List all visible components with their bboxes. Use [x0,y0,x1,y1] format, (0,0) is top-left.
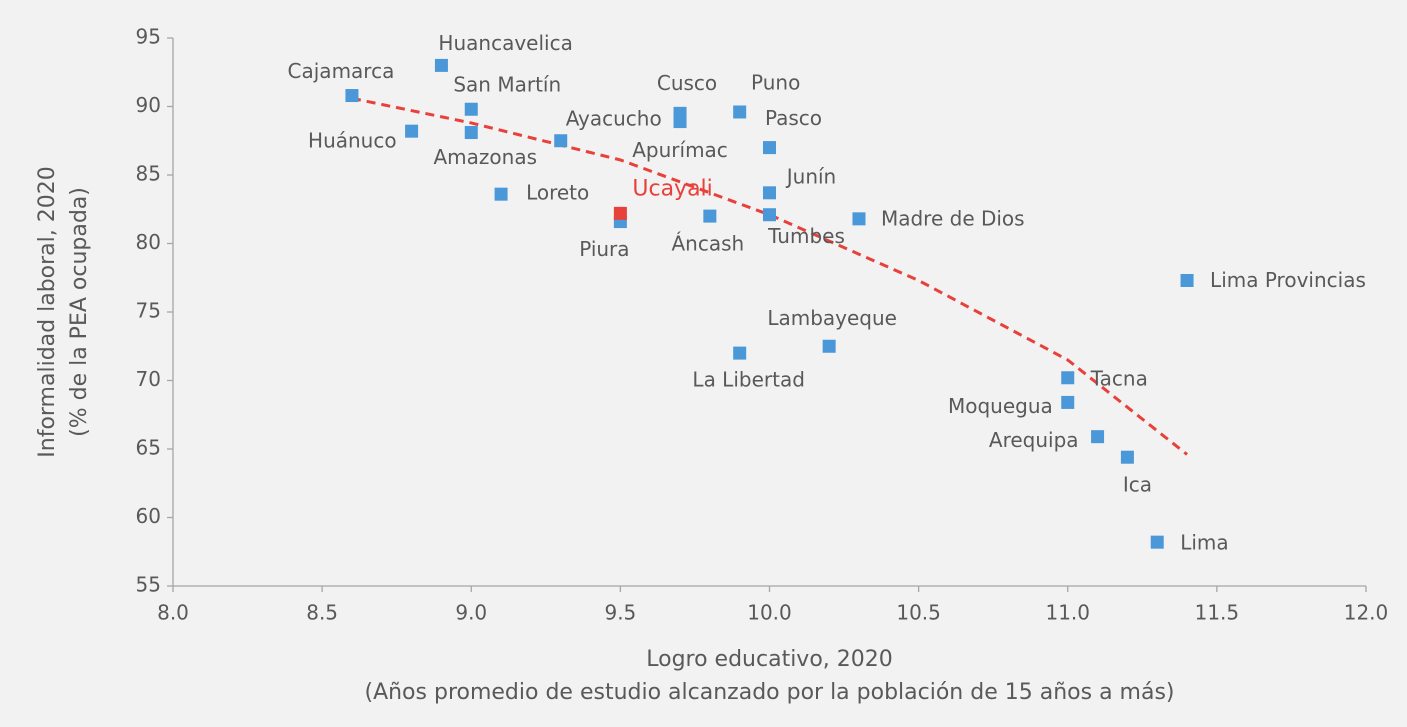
point [434,58,448,72]
point-label: Junín [785,164,836,188]
x-tick-label: 8.5 [306,601,338,625]
y-tick-label: 70 [136,367,161,391]
point [345,89,359,103]
x-tick-label: 8.0 [157,601,189,625]
y-tick-label: 80 [136,230,161,254]
point-label: Lima Provincias [1210,268,1366,292]
y-tick-label: 95 [136,25,161,49]
x-axis-title: Logro educativo, 2020 [646,647,893,672]
point [464,102,478,116]
point-label: Madre de Dios [881,206,1025,230]
y-tick-label: 60 [136,504,161,528]
y-tick-label: 90 [136,93,161,117]
y-axis-title: (% de la PEA ocupada) [67,187,92,437]
point-label: Lambayeque [767,306,897,330]
point-label: Lima [1180,531,1228,555]
point [763,141,776,155]
point-label: Piura [579,237,629,261]
x-tick-label: 12.0 [1344,601,1389,625]
y-tick-label: 55 [136,573,161,597]
point-label: Moquegua [948,394,1053,418]
x-tick-label: 11.5 [1195,601,1240,625]
point-label: Cusco [657,71,717,95]
x-tick-label: 11.0 [1045,601,1090,625]
point-label: Puno [751,70,800,94]
point [733,346,747,360]
y-axis-title: Informalidad laboral, 2020 [35,166,60,457]
point-label: Pasco [765,106,822,130]
y-tick-label: 65 [136,436,161,460]
x-axis-title: (Años promedio de estudio alcanzado por … [364,680,1174,705]
point-label: Tacna [1090,366,1148,390]
x-tick-label: 10.5 [896,601,941,625]
point-label: La Libertad [692,368,804,392]
point-label: Amazonas [433,145,537,169]
point [1180,273,1194,287]
point [763,186,776,200]
y-tick-label: 75 [136,299,161,323]
point-label: Apurímac [632,138,728,162]
point-label: Tumbes [767,224,845,248]
point [733,105,747,119]
point [673,115,687,129]
x-tick-label: 9.0 [455,601,487,625]
x-tick-label: 9.5 [604,601,636,625]
trend-line [351,96,1188,456]
point [852,212,866,226]
point-label: Huánuco [308,129,397,153]
point [554,134,568,148]
x-tick-label: 10.0 [747,601,792,625]
point [494,187,508,201]
point-label: Ucayali [632,176,712,201]
point [1061,395,1075,409]
point [1120,450,1134,464]
point-label: San Martín [453,73,561,97]
point [1150,535,1164,549]
point [1061,371,1075,385]
point-label: Huancavelica [438,31,572,55]
point-label: Cajamarca [288,59,395,83]
point-label: Ica [1123,473,1152,497]
y-tick-label: 85 [136,162,161,186]
point [464,126,478,140]
point [763,208,776,222]
point-label: Áncash [671,232,744,256]
point [703,209,717,223]
point [613,206,627,220]
point [822,339,836,353]
point-label: Loreto [526,181,589,205]
point-label: Arequipa [989,428,1079,452]
point [405,124,419,138]
point [1091,430,1105,444]
point-label: Ayacucho [566,106,662,130]
